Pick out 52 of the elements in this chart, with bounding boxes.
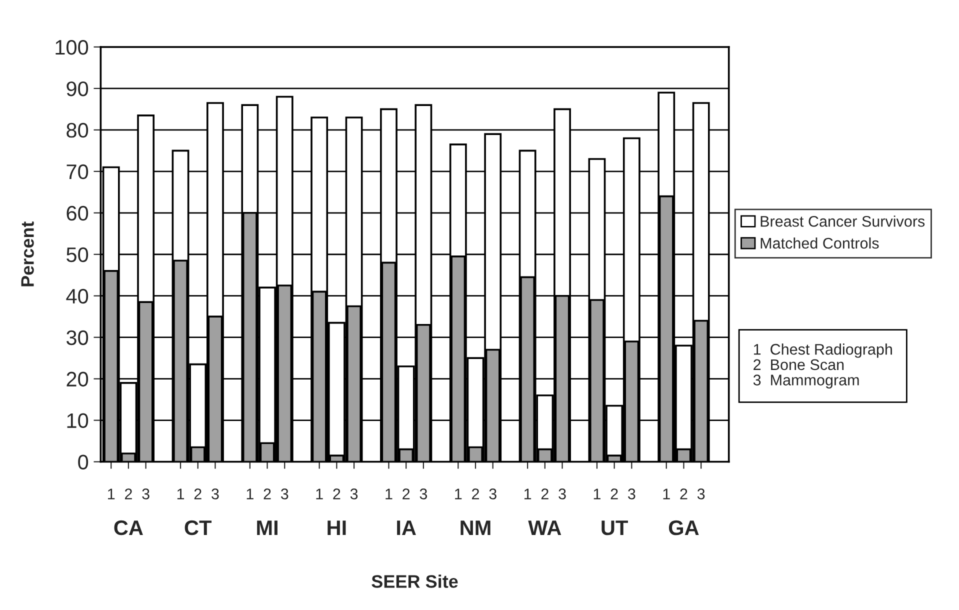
y-tick-label: 10 [67,413,88,428]
y-axis-title: Percent [21,221,34,286]
y-tick-label: 100 [56,40,88,55]
x-tick-label: 3 [628,488,636,500]
x-tick-label: 3 [350,488,358,500]
x-tick-label: 3 [142,488,150,500]
x-tick-label: 2 [680,488,688,500]
x-tick-label: 2 [333,488,340,500]
x-tick-label: 3 [697,488,705,500]
x-tick-label: 1 [246,488,254,500]
text: MI [257,520,278,535]
x-tick-label: 2 [541,488,548,500]
x-tick-label: 1 [524,488,532,500]
x-tick-label: 1 [386,488,392,500]
x-tick-label: 3 [558,488,566,500]
x-tick-label: 1 [108,488,115,500]
text: CT [184,520,212,536]
x-tick-label: 2 [124,488,132,500]
x-tick-label: 1 [594,488,600,500]
x-tick-label: 1 [177,488,184,500]
text: HI [328,520,346,535]
y-tick-label: 30 [66,330,88,346]
y-tick-label: 80 [66,122,88,138]
x-tick-label: 2 [472,488,479,500]
legend-label: Matched Controls [760,237,879,249]
x-tick-label: 3 [420,488,428,500]
text: NM [460,520,490,535]
x-tick-label: 1 [455,488,462,500]
x-tick-label: 2 [402,488,410,500]
y-tick-label: 0 [78,454,88,470]
x-tick-label: 3 [280,488,288,500]
x-tick-label: 1 [316,488,323,500]
x-tick-label: 2 [610,488,618,500]
y-tick-label: 60 [66,206,88,221]
y-tick-label: 40 [66,288,88,304]
text: WA [528,520,562,535]
text: IA [397,520,416,535]
text: GA [668,520,699,536]
y-tick-label: 20 [66,372,88,387]
x-tick-label: 3 [212,488,219,500]
x-tick-label: 1 [663,488,670,500]
x-tick-label: 2 [194,488,202,500]
x-tick-label: 2 [264,488,271,500]
y-tick-label: 90 [66,81,88,96]
x-axis-title: SEER Site [372,574,458,588]
text: UT [602,520,628,536]
y-tick-label: 50 [66,247,88,262]
text: 1 Chest Radiograph 2 Bone Scan 3 Mammogram [753,344,892,388]
legend-label: Breast Cancer Survivors [760,216,925,227]
text: CA [114,520,143,536]
y-tick-label: 70 [66,164,88,180]
x-tick-label: 3 [489,488,496,500]
